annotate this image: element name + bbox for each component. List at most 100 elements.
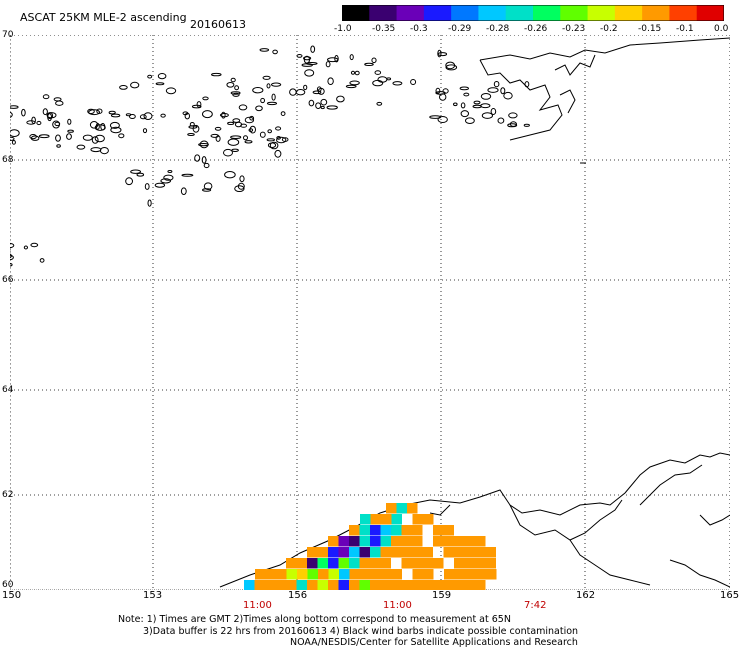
ice-contour bbox=[374, 70, 382, 75]
data-cell bbox=[370, 525, 381, 536]
ice-contour bbox=[262, 75, 271, 80]
ice-contour bbox=[10, 254, 14, 261]
note-line-3: NOAA/NESDIS/Center for Satellite Applica… bbox=[290, 637, 578, 648]
ice-contour bbox=[10, 242, 15, 249]
data-cell bbox=[360, 569, 371, 580]
lon-label: 150 bbox=[2, 590, 22, 601]
ice-contour bbox=[10, 136, 15, 141]
ice-contour bbox=[249, 125, 257, 134]
ice-contour bbox=[437, 52, 448, 57]
ice-contour bbox=[453, 102, 458, 107]
time-label: 11:00 bbox=[243, 600, 272, 611]
data-cell bbox=[464, 558, 475, 569]
data-cell bbox=[475, 580, 486, 590]
data-cell bbox=[255, 569, 266, 580]
ice-contour bbox=[349, 54, 354, 61]
data-cell bbox=[254, 580, 265, 590]
ice-contour bbox=[143, 112, 153, 120]
ice-contour bbox=[266, 138, 275, 142]
ice-contour bbox=[202, 188, 212, 192]
ice-contour bbox=[125, 177, 133, 186]
data-cell bbox=[381, 569, 392, 580]
data-cell bbox=[412, 525, 423, 536]
lat-lon-grid bbox=[10, 35, 730, 590]
colorbar-swatch bbox=[478, 5, 507, 21]
data-cell bbox=[296, 580, 307, 590]
ice-contour bbox=[234, 185, 245, 193]
colorbar-tick-label: -0.23 bbox=[562, 24, 586, 34]
ice-contour bbox=[56, 144, 61, 148]
colorbar-swatch bbox=[696, 5, 724, 21]
data-cell bbox=[286, 558, 297, 569]
data-cell bbox=[464, 547, 475, 558]
time-label: 7:42 bbox=[524, 600, 547, 611]
ice-contour bbox=[308, 99, 315, 107]
ice-contour bbox=[439, 93, 447, 101]
ice-contour bbox=[129, 114, 136, 119]
lon-label: 156 bbox=[288, 590, 308, 601]
ice-contour bbox=[310, 45, 316, 53]
ice-contour bbox=[109, 121, 120, 129]
ice-contour bbox=[203, 162, 210, 169]
data-cell bbox=[380, 580, 391, 590]
data-cell bbox=[328, 569, 339, 580]
ice-contour bbox=[99, 147, 109, 155]
data-cell bbox=[465, 569, 476, 580]
ice-contour bbox=[202, 110, 213, 119]
ice-contour bbox=[327, 57, 339, 63]
ice-contour bbox=[23, 245, 28, 250]
ice-contour bbox=[326, 105, 338, 110]
ice-contour bbox=[304, 69, 315, 77]
ice-contour bbox=[350, 70, 356, 75]
ice-contour bbox=[244, 140, 253, 144]
ice-contour bbox=[232, 118, 241, 123]
lon-label: 162 bbox=[576, 590, 596, 601]
ice-contour bbox=[372, 79, 384, 87]
ice-contour bbox=[508, 112, 518, 119]
lat-label: 66 bbox=[2, 275, 14, 285]
data-cell bbox=[328, 558, 339, 569]
ice-contour bbox=[503, 91, 513, 100]
data-cell bbox=[275, 580, 286, 590]
ice-contour bbox=[21, 108, 26, 117]
colorbar-tick-label: -0.1 bbox=[676, 24, 694, 34]
ice-contour bbox=[94, 124, 106, 131]
data-cell bbox=[422, 580, 433, 590]
lat-label: 62 bbox=[2, 490, 14, 500]
ice-contour bbox=[94, 134, 105, 143]
lon-label: 153 bbox=[143, 590, 163, 601]
ice-contour bbox=[493, 81, 500, 88]
ice-contour bbox=[472, 104, 482, 109]
ice-contour bbox=[10, 105, 19, 109]
ice-contour bbox=[289, 88, 297, 96]
ice-contour bbox=[219, 113, 229, 118]
data-cell bbox=[286, 580, 297, 590]
ice-contour bbox=[187, 133, 195, 136]
data-cell bbox=[244, 580, 255, 590]
data-cell bbox=[360, 514, 371, 525]
data-cell bbox=[475, 558, 486, 569]
data-cell bbox=[297, 569, 308, 580]
ice-contour bbox=[139, 114, 147, 120]
ice-contour bbox=[110, 126, 122, 134]
ice-contour bbox=[38, 134, 50, 139]
ice-contour bbox=[231, 148, 239, 153]
colorbar-tick-label: -0.2 bbox=[600, 24, 618, 34]
ice-contour bbox=[316, 86, 322, 92]
ice-contour bbox=[203, 182, 213, 190]
ice-contour bbox=[199, 140, 209, 149]
ice-contour bbox=[184, 112, 191, 120]
colorbar-tick-label: -0.28 bbox=[486, 24, 510, 34]
ice-contour bbox=[11, 140, 16, 145]
data-cell bbox=[401, 536, 412, 547]
data-cell bbox=[464, 536, 475, 547]
lat-label: 60 bbox=[2, 580, 14, 590]
ice-contour bbox=[221, 111, 226, 119]
lat-label: 64 bbox=[2, 385, 14, 395]
data-cell bbox=[386, 503, 397, 514]
colorbar-swatch bbox=[396, 5, 425, 21]
data-cell bbox=[391, 569, 402, 580]
ice-contour bbox=[266, 83, 271, 89]
sea-ice-islands bbox=[10, 45, 530, 267]
data-cell bbox=[307, 547, 318, 558]
